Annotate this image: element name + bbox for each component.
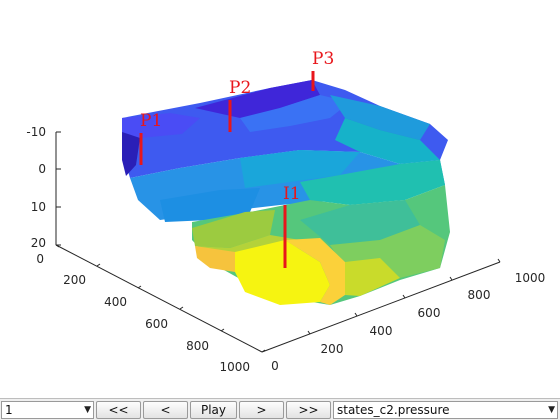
step-select[interactable]: 1 ▼ xyxy=(1,401,94,419)
well-label-i1: I1 xyxy=(283,184,301,204)
reservoir-plot: P1 P2 P3 I1 -10 0 10 20 0 200 400 600 80… xyxy=(26,49,545,374)
well-label-p2: P2 xyxy=(229,78,251,98)
z-tick-label: 0 xyxy=(38,162,46,176)
chevron-down-icon: ▼ xyxy=(548,405,555,415)
z-tick-labels: -10 0 10 20 xyxy=(26,125,46,250)
x-tick-label: 800 xyxy=(186,339,209,353)
step-select-value: 1 xyxy=(5,403,13,417)
x-tick-label: 400 xyxy=(104,295,127,309)
playback-toolbar: 1 ▼ << < Play > >> states_c2.pressure ▼ xyxy=(0,398,560,420)
well-markers: P1 P2 P3 I1 xyxy=(139,49,334,268)
prev-frame-button[interactable]: < xyxy=(143,401,188,419)
z-tick-label: 10 xyxy=(31,200,46,214)
x-tick-label: 1000 xyxy=(219,360,250,374)
last-frame-button[interactable]: >> xyxy=(286,401,331,419)
axis-ticks xyxy=(55,131,501,353)
y-tick-label: 200 xyxy=(321,342,344,356)
next-frame-button[interactable]: > xyxy=(239,401,284,419)
y-tick-label: 0 xyxy=(271,359,279,373)
field-select-value: states_c2.pressure xyxy=(337,403,450,417)
y-tick-label: 400 xyxy=(370,324,393,338)
well-label-p1: P1 xyxy=(140,111,162,131)
chevron-down-icon: ▼ xyxy=(84,405,91,415)
play-button[interactable]: Play xyxy=(190,401,237,419)
y-tick-labels: 0 200 400 600 800 1000 xyxy=(271,271,545,373)
axis-box xyxy=(55,132,501,353)
field-select[interactable]: states_c2.pressure ▼ xyxy=(333,401,558,419)
y-tick-label: 1000 xyxy=(515,271,546,285)
reservoir-surface xyxy=(122,80,450,305)
z-tick-label: -10 xyxy=(26,125,46,139)
z-tick-label: 20 xyxy=(31,236,46,250)
x-tick-label: 200 xyxy=(63,273,86,287)
y-tick-label: 800 xyxy=(468,288,491,302)
y-tick-label: 600 xyxy=(418,306,441,320)
x-tick-labels: 0 200 400 600 800 1000 xyxy=(36,252,250,374)
x-tick-label: 600 xyxy=(145,317,168,331)
first-frame-button[interactable]: << xyxy=(96,401,141,419)
x-tick-label: 0 xyxy=(36,252,44,266)
well-label-p3: P3 xyxy=(312,49,334,69)
